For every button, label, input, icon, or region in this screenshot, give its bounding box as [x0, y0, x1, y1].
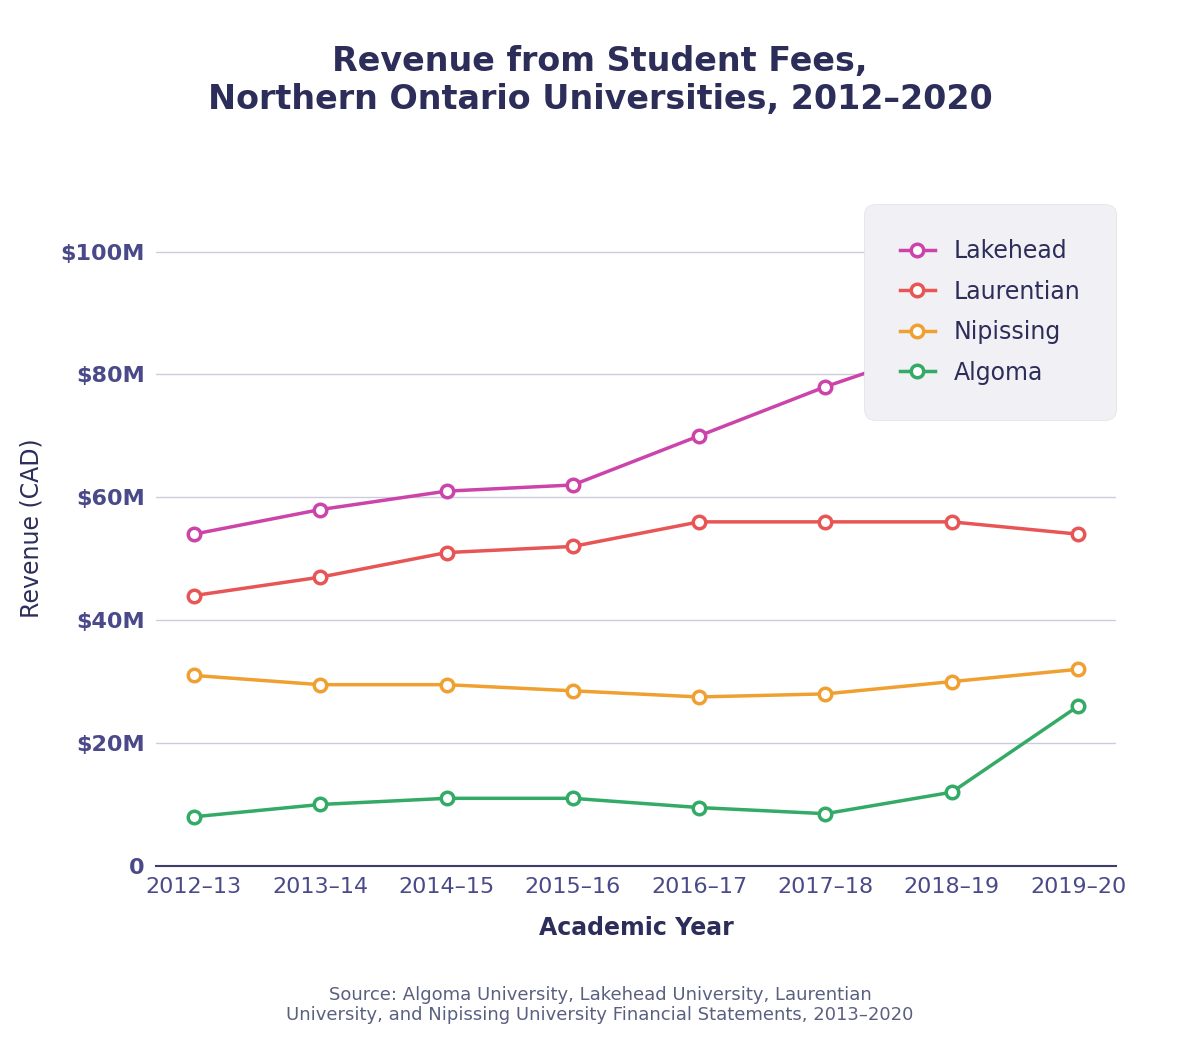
Algoma	[1070, 700, 1085, 713]
Lakehead	[187, 528, 202, 541]
Algoma	[818, 808, 833, 821]
Line: Laurentian: Laurentian	[187, 515, 1085, 602]
Nipissing	[944, 675, 959, 687]
Algoma	[944, 786, 959, 798]
Laurentian	[187, 589, 202, 602]
Legend: Lakehead, Laurentian, Nipissing, Algoma: Lakehead, Laurentian, Nipissing, Algoma	[876, 215, 1104, 409]
Lakehead	[1070, 332, 1085, 344]
Line: Nipissing: Nipissing	[187, 663, 1085, 703]
Lakehead	[692, 430, 707, 442]
Laurentian	[439, 546, 454, 559]
Nipissing	[313, 678, 328, 691]
Laurentian	[818, 515, 833, 528]
Nipissing	[1070, 663, 1085, 676]
Line: Lakehead: Lakehead	[187, 332, 1085, 541]
Lakehead	[439, 485, 454, 497]
Nipissing	[692, 691, 707, 703]
Laurentian	[692, 515, 707, 528]
Line: Algoma: Algoma	[187, 700, 1085, 823]
Laurentian	[313, 571, 328, 584]
Lakehead	[944, 337, 959, 350]
Nipissing	[187, 670, 202, 682]
X-axis label: Academic Year: Academic Year	[539, 917, 733, 941]
Laurentian	[565, 540, 580, 552]
Text: Source: Algoma University, Lakehead University, Laurentian
University, and Nipis: Source: Algoma University, Lakehead Univ…	[287, 985, 913, 1024]
Algoma	[313, 798, 328, 811]
Algoma	[692, 802, 707, 814]
Nipissing	[818, 687, 833, 700]
Algoma	[187, 810, 202, 823]
Algoma	[565, 792, 580, 805]
Nipissing	[565, 684, 580, 697]
Text: Revenue from Student Fees,
Northern Ontario Universities, 2012–2020: Revenue from Student Fees, Northern Onta…	[208, 45, 992, 116]
Laurentian	[944, 515, 959, 528]
Laurentian	[1070, 528, 1085, 541]
Algoma	[439, 792, 454, 805]
Y-axis label: Revenue (CAD): Revenue (CAD)	[20, 438, 44, 618]
Lakehead	[565, 478, 580, 491]
Nipissing	[439, 678, 454, 691]
Lakehead	[818, 380, 833, 393]
Lakehead	[313, 504, 328, 516]
